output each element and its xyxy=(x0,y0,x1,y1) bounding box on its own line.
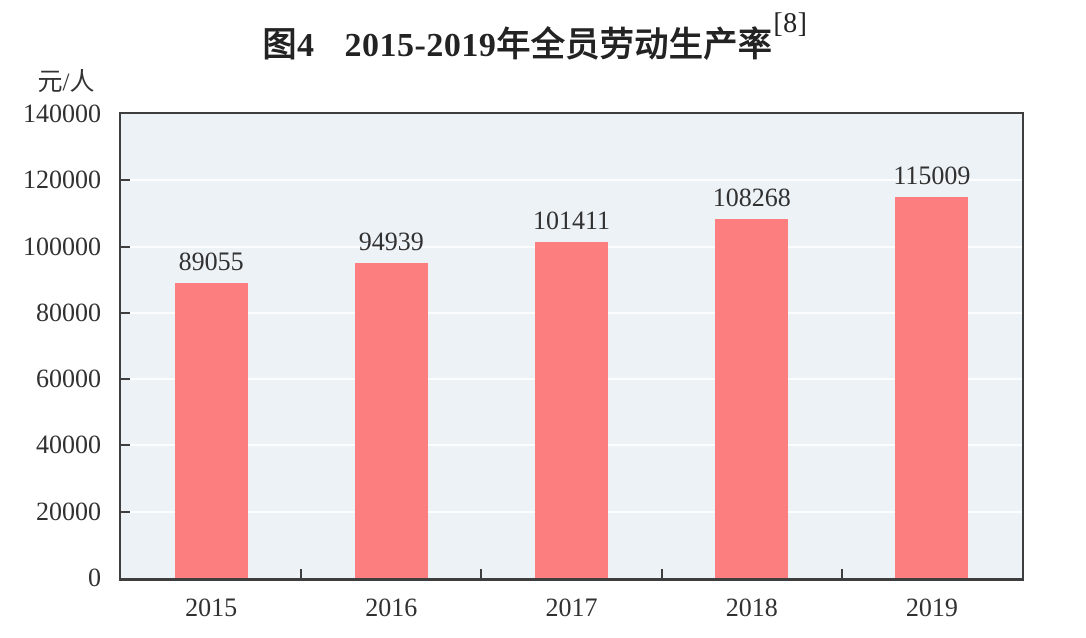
bar-2015 xyxy=(174,283,248,578)
x-axis-label-2016: 2016 xyxy=(365,593,418,622)
y-axis-tick-labels: 0 20000 40000 60000 80000 100000 120000 140000 xyxy=(0,0,101,638)
bar-value-label-2016: 94939 xyxy=(358,227,424,256)
bar-2018 xyxy=(715,219,789,578)
bar-value-label-2015: 89055 xyxy=(178,247,244,276)
chart-title-figure-number: 图4 xyxy=(262,27,315,64)
y-axis-label-140000: 140000 xyxy=(23,99,101,128)
y-axis-tick-20000 xyxy=(121,510,130,513)
y-axis-tick-60000 xyxy=(121,378,130,381)
y-axis-tick-40000 xyxy=(121,444,130,447)
y-axis-label-120000: 120000 xyxy=(23,165,101,195)
x-axis-label-2017: 2017 xyxy=(545,593,598,622)
bar-value-label-2019: 115009 xyxy=(893,161,971,190)
x-axis-tick-labels: 2015 2016 2017 2018 2019 xyxy=(121,593,1022,625)
x-axis-tick-2 xyxy=(480,569,483,578)
y-axis-tick-80000 xyxy=(121,311,130,314)
y-axis-tick-120000 xyxy=(121,179,130,182)
y-axis-label-60000: 60000 xyxy=(36,364,101,394)
x-axis-tick-4 xyxy=(840,569,843,578)
plot-area: 89055 94939 101411 108268 115009 xyxy=(119,112,1024,581)
x-axis-label-2015: 2015 xyxy=(185,593,238,622)
y-axis-label-0: 0 xyxy=(88,563,101,592)
gridline-120000 xyxy=(121,179,1022,182)
y-axis-label-20000: 20000 xyxy=(36,496,101,526)
bar-2017 xyxy=(535,242,608,578)
y-axis-label-40000: 40000 xyxy=(36,430,101,460)
x-axis-tick-1 xyxy=(300,569,303,578)
x-axis-label-2018: 2018 xyxy=(725,593,778,622)
chart-title: 图4 2015-2019年全员劳动生产率[8] xyxy=(0,8,1070,66)
y-axis-label-80000: 80000 xyxy=(36,297,101,327)
chart-title-footnote-ref: [8] xyxy=(773,7,808,39)
x-axis-label-2019: 2019 xyxy=(905,593,958,622)
bar-value-label-2017: 101411 xyxy=(532,206,611,235)
x-axis-tick-3 xyxy=(660,569,663,578)
bar-2019 xyxy=(895,197,969,578)
y-axis-label-100000: 100000 xyxy=(23,231,101,261)
y-axis-tick-100000 xyxy=(121,245,130,248)
bar-value-label-2018: 108268 xyxy=(712,183,791,212)
plot-inner: 89055 94939 101411 108268 115009 xyxy=(121,114,1022,578)
chart-title-text: 2015-2019年全员劳动生产率 xyxy=(344,27,773,64)
bar-2016 xyxy=(354,263,428,578)
y-axis-unit-label: 元/人 xyxy=(37,69,95,96)
